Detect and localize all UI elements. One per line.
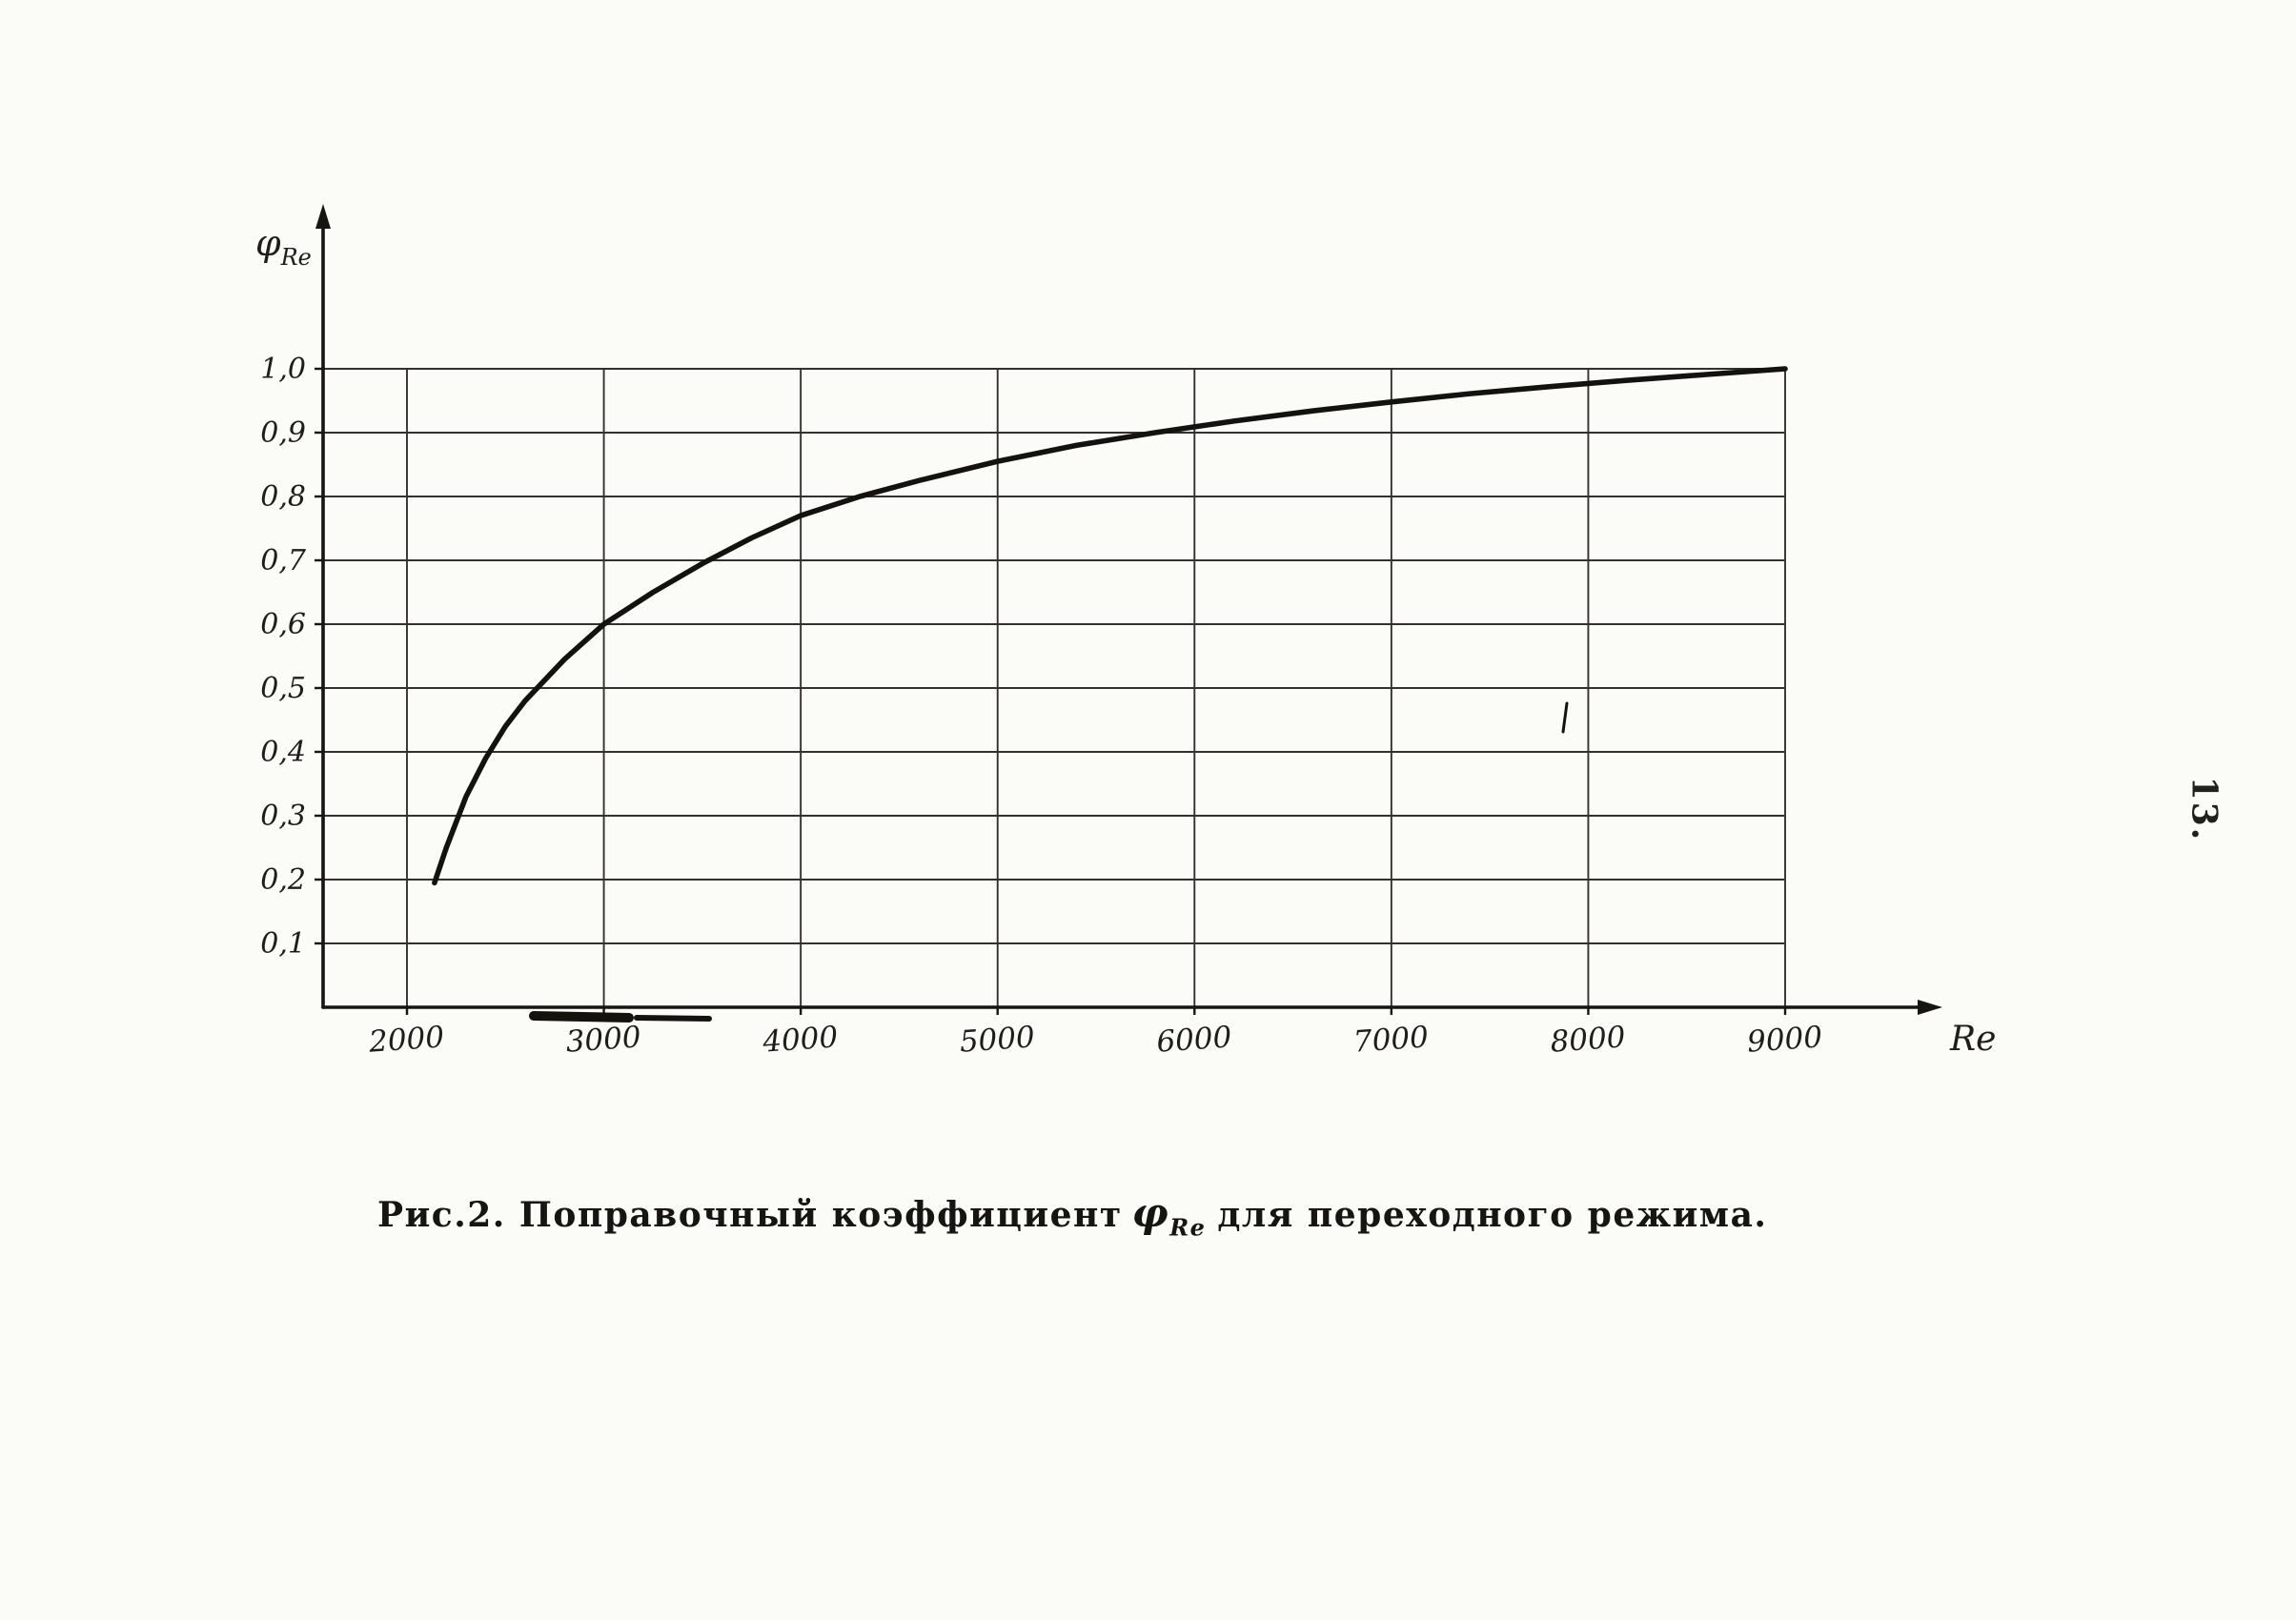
y-tick-label: 0,7: [260, 544, 307, 577]
y-tick-label: 0,5: [260, 672, 306, 705]
y-axis-title: φRe: [255, 222, 312, 271]
axis-titles: φRe Re: [255, 222, 1996, 1059]
x-axis-title: Re: [1949, 1020, 1996, 1059]
x-axis-arrow: [1918, 1000, 1942, 1015]
x-tick-label: 4000: [761, 1020, 839, 1059]
scan-smudge: [529, 1011, 634, 1023]
y-tick-label: 0,4: [260, 736, 306, 769]
tick-labels: 0,1 0,2 0,3 0,4 0,5 0,6 0,7 0,8 0,9 1,0 2000 3000 40…: [260, 353, 1823, 1060]
phi-re-symbol: φRe: [1131, 1189, 1207, 1242]
y-tick-label: 1,0: [260, 353, 306, 386]
x-tick-label: 9000: [1746, 1020, 1823, 1059]
data-curve: [432, 366, 1788, 886]
grid-lines: [323, 368, 1786, 1007]
y-tick-label: 0,2: [260, 863, 306, 897]
scan-speck: [1561, 701, 1569, 734]
x-tick-label: 2000: [367, 1020, 445, 1059]
axes: [315, 204, 1942, 1015]
caption-suffix: для переходного режима.: [1217, 1195, 1768, 1235]
y-tick-label: 0,8: [260, 480, 306, 514]
scan-smudge: [634, 1015, 712, 1022]
caption-prefix: Рис.2. Поправочный коэффициент: [377, 1195, 1123, 1235]
scan-artifacts: [529, 701, 1569, 1023]
y-tick-label: 0,6: [260, 608, 306, 641]
y-axis-arrow: [315, 204, 331, 229]
y-tick-label: 0,9: [260, 416, 306, 450]
x-tick-label: 5000: [959, 1020, 1036, 1059]
y-tick-label: 0,3: [260, 800, 306, 833]
x-tick-label: 3000: [565, 1020, 642, 1059]
x-tick-label: 7000: [1352, 1020, 1430, 1059]
phi-re-curve: [432, 366, 1788, 886]
figure-caption: Рис.2. Поправочный коэффициент φRe для пер…: [377, 1189, 1766, 1242]
x-tick-label: 8000: [1549, 1020, 1626, 1059]
page-number: 13.: [2184, 776, 2225, 842]
x-tick-label: 6000: [1155, 1020, 1232, 1059]
y-tick-label: 0,1: [260, 927, 306, 961]
